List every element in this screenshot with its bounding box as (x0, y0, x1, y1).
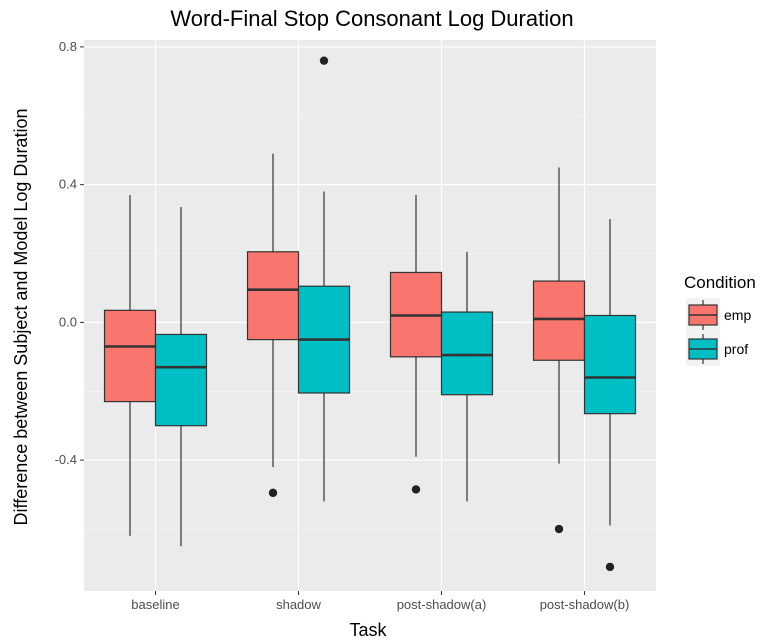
legend-label: prof (724, 341, 748, 357)
x-axis-ticks: baseline shadow post-shadow(a) post-shadow(… (131, 591, 629, 612)
y-tick-label: 0.4 (59, 177, 77, 192)
x-tick-label: shadow (276, 597, 321, 612)
box-emp-post-shadow(b) (532, 167, 586, 534)
legend: Condition emp prof (684, 273, 756, 366)
box-prof-post-shadow(b) (583, 219, 637, 572)
box-body (532, 280, 586, 361)
box-body (246, 251, 300, 341)
y-tick-label: 0.0 (59, 314, 77, 329)
y-tick-label: -0.4 (55, 452, 77, 467)
x-tick-label: baseline (131, 597, 179, 612)
box-body (103, 309, 157, 403)
box-emp-shadow (246, 153, 300, 498)
outlier-point (411, 485, 421, 494)
legend-key-prof (686, 332, 720, 366)
boxes (103, 56, 637, 572)
box-emp-baseline (103, 194, 157, 536)
box-emp-post-shadow(a) (389, 194, 443, 494)
box-body (440, 311, 494, 396)
legend-label: emp (724, 307, 751, 323)
y-axis-ticks: 0.8 0.4 0.0 -0.4 (55, 39, 84, 467)
outlier-point (268, 488, 278, 498)
box-body (583, 314, 637, 415)
box-prof-shadow (297, 56, 351, 502)
outlier-point (605, 562, 615, 572)
y-tick-label: 0.8 (59, 39, 77, 54)
box-prof-post-shadow(a) (440, 251, 494, 502)
chart-title: Word-Final Stop Consonant Log Duration (170, 6, 573, 31)
outlier-point (554, 524, 564, 534)
x-axis-title: Task (349, 620, 387, 640)
y-axis-title: Difference between Subject and Model Log… (11, 109, 31, 526)
x-tick-label: post-shadow(b) (540, 597, 630, 612)
box-prof-baseline (154, 207, 208, 547)
box-body (154, 333, 208, 427)
legend-title: Condition (684, 273, 756, 292)
x-tick-label: post-shadow(a) (397, 597, 487, 612)
outlier-point (319, 56, 329, 65)
legend-key-emp (686, 298, 720, 332)
